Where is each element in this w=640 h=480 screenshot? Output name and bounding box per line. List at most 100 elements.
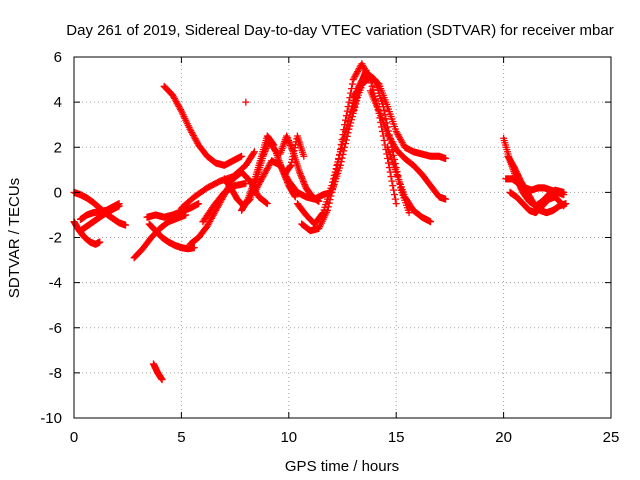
x-tick-label: 25: [603, 429, 620, 446]
data-point: [250, 148, 258, 156]
y-tick-label: -4: [49, 275, 62, 292]
x-tick-label: 10: [280, 429, 297, 446]
data-point: [342, 136, 350, 144]
data-point: [389, 182, 397, 190]
data-point: [348, 113, 356, 121]
series-arc-12: [177, 148, 258, 212]
data-point: [344, 129, 352, 137]
data-point: [346, 122, 354, 130]
data-point: [368, 82, 376, 90]
y-tick-label: -6: [49, 320, 62, 337]
series-arc-18: [281, 132, 308, 178]
data-point: [442, 195, 450, 203]
y-axis-label: SDTVAR / TECUs: [6, 178, 23, 298]
x-tick-label: 20: [495, 429, 512, 446]
data-point: [560, 202, 568, 210]
data-point: [325, 199, 333, 207]
series-arc-4: [76, 200, 123, 223]
data-point: [347, 119, 355, 127]
data-point: [315, 197, 323, 205]
series-arc-10: [242, 98, 250, 106]
data-point: [348, 85, 356, 93]
series-arc-23: [366, 87, 450, 203]
y-tick-label: -10: [40, 410, 62, 427]
data-point: [341, 121, 349, 129]
data-point: [362, 67, 370, 75]
data-point: [390, 191, 398, 199]
data-point: [122, 221, 130, 229]
series-arc-15: [238, 132, 278, 214]
data-point: [345, 98, 353, 106]
data-point: [270, 141, 278, 149]
data-point: [341, 143, 349, 151]
data-point: [336, 146, 344, 154]
x-axis-ticks: 0 5 10 15 20 25: [70, 57, 620, 446]
data-point: [96, 238, 104, 246]
series-arc-6: [143, 200, 203, 221]
data-point: [238, 152, 246, 160]
data-point: [242, 179, 250, 187]
data-point: [392, 200, 400, 208]
y-tick-label: 2: [54, 139, 62, 156]
series-arc-9: [149, 360, 166, 384]
data-point: [339, 150, 347, 158]
data-point: [387, 173, 395, 181]
x-tick-label: 5: [177, 429, 185, 446]
data-point: [559, 201, 567, 209]
series-arc-8: [160, 82, 246, 169]
series-arc-25: [349, 67, 370, 115]
data-point: [384, 155, 392, 163]
series-arc-17: [276, 132, 323, 205]
data-point: [344, 103, 352, 111]
data-point: [158, 376, 166, 384]
data-point: [324, 203, 332, 211]
data-point: [195, 200, 203, 208]
y-tick-label: -2: [49, 230, 62, 247]
data-point: [323, 206, 331, 214]
data-point: [263, 200, 271, 208]
series-arc-19: [293, 69, 379, 228]
data-point: [388, 177, 396, 185]
data-point: [405, 209, 413, 217]
series-arc-24: [384, 143, 435, 226]
series-arc-16: [250, 157, 336, 203]
data-point: [427, 218, 435, 226]
series-arc-28: [504, 152, 570, 217]
data-point: [342, 116, 350, 124]
data-point: [291, 193, 299, 201]
data-point: [379, 132, 387, 140]
y-axis-ticks: -10 -8 -6 -4 -2 0 2 4 6: [40, 49, 611, 427]
data-point: [327, 192, 335, 200]
data-point: [390, 186, 398, 194]
data-point: [250, 149, 258, 157]
data-point: [560, 191, 568, 199]
series-arc-7: [145, 220, 198, 253]
y-tick-label: 6: [54, 49, 62, 66]
x-tick-label: 15: [388, 429, 405, 446]
y-tick-label: 4: [54, 94, 62, 111]
data-point: [326, 196, 334, 204]
data-point: [242, 98, 250, 106]
data-point: [384, 159, 392, 167]
data-point: [348, 80, 356, 88]
x-axis-label: GPS time / hours: [285, 458, 399, 475]
data-point: [342, 140, 350, 148]
data-point: [115, 200, 123, 208]
data-point: [342, 112, 350, 120]
data-point: [386, 168, 394, 176]
data-point: [343, 132, 351, 140]
data-point: [381, 111, 389, 119]
data-point: [442, 155, 450, 163]
series-arc-29: [506, 188, 568, 217]
series-arc-5: [130, 211, 190, 262]
data-point: [380, 136, 388, 144]
data-point: [337, 158, 345, 166]
x-tick-label: 0: [70, 429, 78, 446]
data-point: [343, 107, 351, 115]
data-point: [262, 199, 270, 207]
data-point: [190, 244, 198, 252]
data-point: [300, 152, 308, 160]
data-point: [345, 125, 353, 133]
data-point: [348, 116, 356, 124]
